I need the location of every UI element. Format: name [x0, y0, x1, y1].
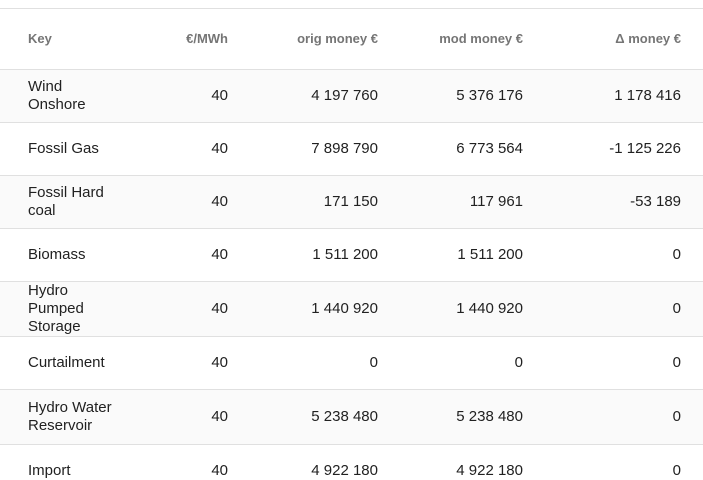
cell-mod-money: 1 511 200 — [400, 228, 545, 282]
cell-price: 40 — [150, 228, 250, 282]
table-top-divider — [0, 8, 703, 9]
cell-orig-money: 7 898 790 — [250, 122, 400, 176]
cell-mod-money: 6 773 564 — [400, 122, 545, 176]
cell-orig-money: 171 150 — [250, 175, 400, 229]
cell-key-text: Hydro Water Reservoir — [28, 398, 112, 434]
cell-key: Curtailment — [0, 336, 150, 390]
cell-mod-money: 5 376 176 — [400, 69, 545, 123]
cell-delta-money: -53 189 — [545, 175, 703, 229]
cell-key-text: Wind Onshore — [28, 77, 86, 113]
cell-key-text: Fossil Hard coal — [28, 183, 104, 219]
cell-price: 40 — [150, 389, 250, 445]
cell-delta-money: 0 — [545, 389, 703, 445]
cell-delta-money: 0 — [545, 281, 703, 337]
cell-key: Fossil Gas — [0, 122, 150, 176]
cell-key-text: Curtailment — [28, 353, 105, 371]
cell-price: 40 — [150, 281, 250, 337]
cell-key-text: Fossil Gas — [28, 139, 99, 157]
cell-price: 40 — [150, 175, 250, 229]
cell-mod-money: 1 440 920 — [400, 281, 545, 337]
cell-price: 40 — [150, 444, 250, 480]
table-row: Hydro Water Reservoir 40 5 238 480 5 238… — [0, 389, 703, 445]
column-header-orig-money[interactable]: orig money € — [250, 9, 400, 70]
cell-key: Biomass — [0, 228, 150, 282]
column-header-mod-money[interactable]: mod money € — [400, 9, 545, 70]
cell-orig-money: 4 197 760 — [250, 69, 400, 123]
cell-key-text: Hydro Pumped Storage — [28, 281, 84, 335]
cell-orig-money: 1 511 200 — [250, 228, 400, 282]
table-row: Fossil Hard coal 40 171 150 117 961 -53 … — [0, 175, 703, 229]
cell-key: Wind Onshore — [0, 69, 150, 123]
cell-orig-money: 5 238 480 — [250, 389, 400, 445]
table-header-row: Key €/MWh orig money € mod money € Δ mon… — [0, 9, 703, 70]
cell-key: Fossil Hard coal — [0, 175, 150, 229]
table-row: Curtailment 40 0 0 0 — [0, 336, 703, 390]
cell-key-text: Biomass — [28, 245, 86, 263]
cell-orig-money: 1 440 920 — [250, 281, 400, 337]
table-row: Biomass 40 1 511 200 1 511 200 0 — [0, 228, 703, 282]
table-row: Fossil Gas 40 7 898 790 6 773 564 -1 125… — [0, 122, 703, 176]
cell-mod-money: 5 238 480 — [400, 389, 545, 445]
cell-delta-money: 1 178 416 — [545, 69, 703, 123]
cell-orig-money: 4 922 180 — [250, 444, 400, 480]
cell-key-text: Import — [28, 461, 71, 479]
table-row: Hydro Pumped Storage 40 1 440 920 1 440 … — [0, 281, 703, 337]
table-row: Wind Onshore 40 4 197 760 5 376 176 1 17… — [0, 69, 703, 123]
cell-mod-money: 117 961 — [400, 175, 545, 229]
cell-delta-money: 0 — [545, 444, 703, 480]
cell-key: Hydro Water Reservoir — [0, 389, 150, 445]
cell-price: 40 — [150, 336, 250, 390]
cell-key: Hydro Pumped Storage — [0, 281, 150, 337]
cell-price: 40 — [150, 122, 250, 176]
cell-price: 40 — [150, 69, 250, 123]
cell-mod-money: 4 922 180 — [400, 444, 545, 480]
column-header-delta-money[interactable]: Δ money € — [545, 9, 703, 70]
cell-key: Import — [0, 444, 150, 480]
column-header-price[interactable]: €/MWh — [150, 9, 250, 70]
money-table: Key €/MWh orig money € mod money € Δ mon… — [0, 9, 703, 480]
cell-delta-money: 0 — [545, 228, 703, 282]
cell-orig-money: 0 — [250, 336, 400, 390]
cell-delta-money: 0 — [545, 336, 703, 390]
cell-delta-money: -1 125 226 — [545, 122, 703, 176]
cell-mod-money: 0 — [400, 336, 545, 390]
table-row: Import 40 4 922 180 4 922 180 0 — [0, 444, 703, 480]
column-header-key[interactable]: Key — [0, 9, 150, 70]
